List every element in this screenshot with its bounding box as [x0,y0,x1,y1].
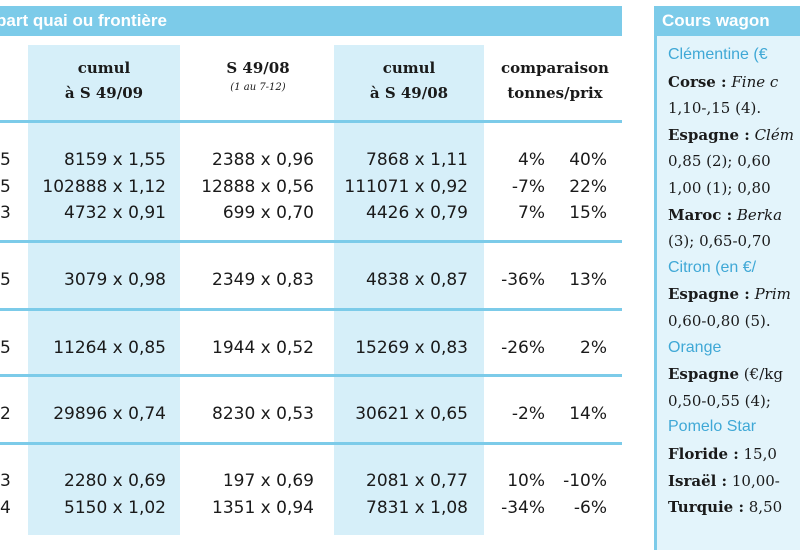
row-label: 2 [0,404,11,424]
row-label: 4 [0,498,11,518]
row-label: 3 [0,471,11,491]
table-cell-t: 10% [507,471,545,491]
table-cell-p: -6% [573,498,607,518]
panel-title-bar: Cours wagon [654,6,800,36]
rate-line: Espagne : Prim [668,285,791,304]
col-header-cumul-08: cumul à S 49/08 [369,59,449,102]
rate-line: Turquie : 8,50 [668,498,783,517]
rates-panel: Cours wagon Clémentine (€ Corse : Fine c 1… [654,0,800,550]
panel-body [654,36,800,550]
table-cell-c2: 2388 x 0,96 [212,150,314,170]
row-divider [0,374,622,377]
table-cell-c3: 7831 x 1,08 [366,498,468,518]
table-cell-p: 2% [580,338,607,358]
table-cell-c3: 2081 x 0,77 [366,471,468,491]
table-cell-t: -34% [501,498,545,518]
table-cell-t: -2% [511,404,545,424]
table-cell-p: 13% [569,270,607,290]
rate-line: 1,00 (1); 0,80 [668,179,771,197]
table-cell-p: 14% [569,404,607,424]
table-cell-c3: 15269 x 0,83 [355,338,468,358]
row-label: 3 [0,203,11,223]
row-divider [0,442,622,445]
panel-title: Cours wagon [662,11,770,30]
table-cell-c2: 197 x 0,69 [222,471,314,491]
row-label: 5 [0,150,11,170]
table-cell-t: 7% [518,203,545,223]
table-cell-c2: 8230 x 0,53 [212,404,314,424]
rate-line: Corse : Fine c [668,72,779,91]
product-heading: Citron (en €/ [668,258,757,276]
table-cell-c2: 1944 x 0,52 [212,338,314,358]
price-table: part quai ou frontière cumul à S 49/09 S … [0,6,622,535]
table-cell-c1: 8159 x 1,55 [64,150,166,170]
table-cell-c3: 4838 x 0,87 [366,270,468,290]
row-label: 5 [0,177,11,197]
table-cell-p: 22% [569,177,607,197]
rate-line: 0,85 (2); 0,60 [668,152,771,171]
row-label: 5 [0,338,11,358]
product-heading: Clémentine (€ [668,46,768,63]
product-heading: Orange [668,338,722,356]
table-cell-p: 40% [569,150,607,170]
row-divider [0,308,622,311]
table-cell-c1: 3079 x 0,98 [64,270,166,290]
table-cell-c1: 102888 x 1,12 [42,177,166,197]
table-cell-c1: 2280 x 0,69 [64,471,166,491]
product-heading: Pomelo Star [668,418,757,436]
rate-line: (3); 0,65-0,70 [668,232,771,251]
row-label: 5 [0,270,11,290]
row-divider [0,120,622,123]
shaded-column-cumul-08 [334,45,484,535]
rate-line: 0,50-0,55 (4); [668,391,771,410]
table-cell-c1: 11264 x 0,85 [53,338,166,358]
table-cell-t: -26% [501,338,545,358]
rate-line: Floride : 15,0 [668,445,777,463]
rate-line: Espagne : Clém [668,125,794,144]
row-divider [0,240,622,243]
table-cell-c2: 2349 x 0,83 [212,270,314,290]
table-cell-c3: 30621 x 0,65 [355,404,468,424]
table-cell-c3: 111071 x 0,92 [344,177,468,197]
rate-line: 1,10-,15 (4). [668,99,762,118]
table-cell-c2: 699 x 0,70 [222,203,314,223]
table-title: part quai ou frontière [0,11,167,30]
rate-line: 0,60-0,80 (5). [668,312,771,330]
rate-line: Espagne (€/kg [668,365,783,384]
table-cell-p: 15% [569,203,607,223]
table-cell-c1: 29896 x 0,74 [53,404,166,424]
panel-border [654,36,657,550]
table-cell-c2: 1351 x 0,94 [212,498,314,518]
col-header-cumul-09: cumul à S 49/09 [64,59,144,102]
rate-line: Maroc : Berka [668,205,783,224]
table-cell-c2: 12888 x 0,56 [201,177,314,197]
table-cell-c3: 4426 x 0,79 [366,203,468,223]
table-cell-t: -7% [511,177,545,197]
table-cell-t: 4% [518,150,545,170]
table-cell-c1: 5150 x 1,02 [64,498,166,518]
shaded-column-cumul-09 [28,45,180,535]
table-cell-c1: 4732 x 0,91 [64,203,166,223]
table-cell-p: -10% [563,471,607,491]
rate-line: Israël : 10,00- [668,471,780,490]
table-title-bar: part quai ou frontière [0,6,622,36]
col-header-comparison: comparaison tonnes/prix [501,59,609,102]
col-header-week: S 49/08 (1 au 7-12) [226,59,290,93]
table-cell-c3: 7868 x 1,11 [366,150,468,170]
table-cell-t: -36% [501,270,545,290]
